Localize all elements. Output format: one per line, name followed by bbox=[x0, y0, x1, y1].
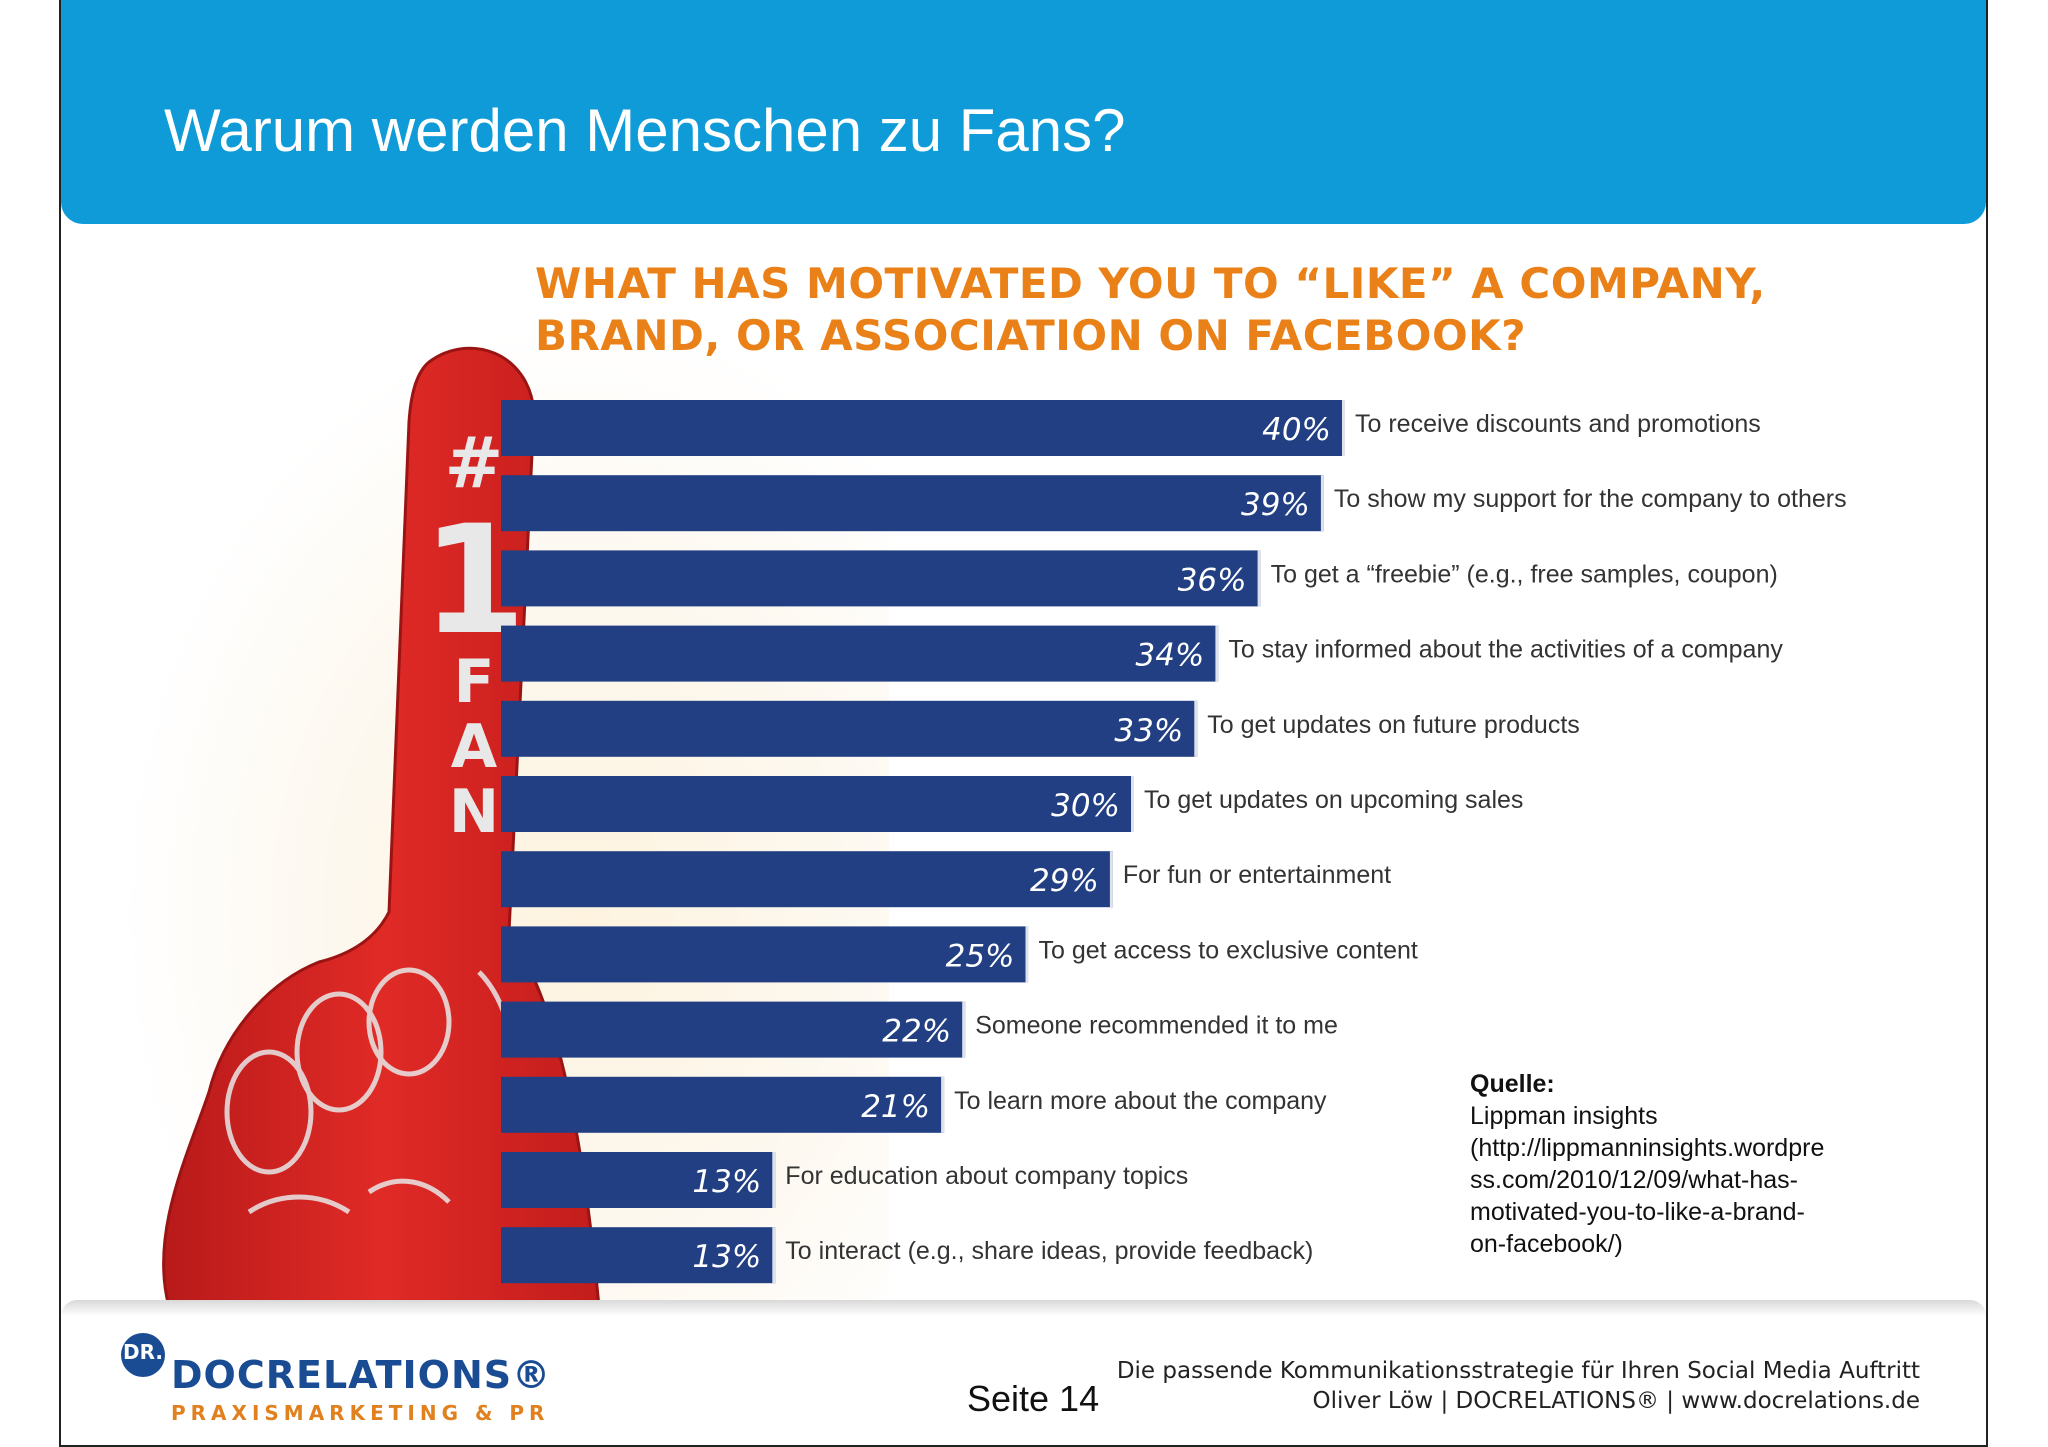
source-line-4: motivated-you-to-like-a-brand- bbox=[1470, 1198, 1805, 1226]
bar-category-label-9: To learn more about the company bbox=[954, 1087, 1327, 1115]
page-number: Seite 14 bbox=[967, 1378, 1100, 1419]
bar-category-label-1: To show my support for the company to ot… bbox=[1334, 485, 1847, 513]
footer-tagline-line-2: Oliver Löw | DOCRELATIONS® | www.docrela… bbox=[1312, 1388, 1920, 1414]
bar-value-label-11: 13% bbox=[692, 1239, 761, 1275]
bar-10 bbox=[501, 1152, 776, 1208]
bar-value-label-4: 33% bbox=[1114, 713, 1183, 749]
bar-value-label-0: 40% bbox=[1262, 412, 1331, 448]
bar-end-highlight-4 bbox=[1194, 700, 1198, 757]
bar-0 bbox=[501, 400, 1345, 456]
header-band: Warum werden Menschen zu Fans? bbox=[61, 0, 1986, 224]
bar-8 bbox=[501, 1001, 966, 1058]
foam-finger-icon: # 1 F A N bbox=[162, 346, 601, 1307]
bar-value-label-3: 34% bbox=[1135, 638, 1204, 674]
bar-end-highlight-11 bbox=[772, 1227, 776, 1284]
bar-end-highlight-8 bbox=[962, 1001, 966, 1058]
footer-divider bbox=[61, 1300, 1986, 1316]
bar-category-label-5: To get updates on upcoming sales bbox=[1144, 786, 1523, 814]
bar-value-label-7: 25% bbox=[946, 938, 1015, 974]
bar-11 bbox=[501, 1227, 776, 1284]
source-line-5: on-facebook/) bbox=[1470, 1230, 1623, 1258]
bar-value-label-6: 29% bbox=[1030, 863, 1099, 899]
bar-category-label-4: To get updates on future products bbox=[1207, 711, 1579, 739]
bar-category-label-3: To stay informed about the activities of… bbox=[1228, 636, 1783, 664]
bar-end-highlight-5 bbox=[1131, 776, 1134, 832]
source-note: Quelle: Lippman insights (http://lippman… bbox=[1470, 1068, 1870, 1260]
slide: Warum werden Menschen zu Fans? WHAT HAS … bbox=[59, 0, 1988, 1447]
foam-finger-letter-a: A bbox=[451, 712, 498, 782]
bar-category-label-8: Someone recommended it to me bbox=[975, 1012, 1338, 1040]
bar-end-highlight-0 bbox=[1342, 400, 1345, 456]
source-line-1: Lippman insights bbox=[1470, 1102, 1658, 1130]
chart-title: WHAT HAS MOTIVATED YOU TO “LIKE” A COMPA… bbox=[535, 258, 1766, 362]
bar-7 bbox=[501, 926, 1029, 983]
logo-badge bbox=[121, 1333, 165, 1377]
bar-chart: 40% To receive discounts and promotions 39… bbox=[501, 400, 1847, 1284]
bar-category-label-10: For education about company topics bbox=[785, 1162, 1188, 1190]
chart-title-line-2: BRAND, OR ASSOCIATION ON FACEBOOK? bbox=[535, 311, 1527, 360]
bar-category-label-2: To get a “freebie” (e.g., free samples, … bbox=[1271, 560, 1778, 588]
bar-9 bbox=[501, 1076, 945, 1133]
bar-value-label-1: 39% bbox=[1241, 487, 1310, 523]
bar-value-label-2: 36% bbox=[1178, 562, 1247, 598]
footer bbox=[61, 1300, 1986, 1445]
bar-value-label-9: 21% bbox=[861, 1089, 930, 1125]
footer-tagline-line-1: Die passende Kommunikationsstrategie für… bbox=[1116, 1358, 1920, 1384]
chart-title-line-1: WHAT HAS MOTIVATED YOU TO “LIKE” A COMPA… bbox=[535, 259, 1766, 308]
bar-end-highlight-6 bbox=[1109, 851, 1113, 908]
bar-end-highlight-10 bbox=[772, 1152, 776, 1208]
bar-5 bbox=[501, 776, 1134, 832]
page-title: Warum werden Menschen zu Fans? bbox=[164, 97, 1126, 164]
bar-1 bbox=[501, 475, 1324, 532]
bar-category-label-0: To receive discounts and promotions bbox=[1355, 410, 1761, 438]
bar-end-highlight-7 bbox=[1025, 926, 1029, 983]
bar-category-label-6: For fun or entertainment bbox=[1123, 861, 1391, 889]
bar-end-highlight-1 bbox=[1320, 475, 1324, 532]
bar-end-highlight-2 bbox=[1257, 550, 1261, 607]
bar-end-highlight-9 bbox=[941, 1076, 945, 1133]
foam-finger-letter-f: F bbox=[454, 647, 495, 717]
bar-value-label-5: 30% bbox=[1051, 788, 1120, 824]
logo-badge-text: DR. bbox=[123, 1340, 163, 1364]
bar-3 bbox=[501, 625, 1219, 682]
bar-category-label-7: To get access to exclusive content bbox=[1039, 936, 1418, 964]
foam-finger-hash: # bbox=[445, 422, 504, 504]
logo-name: DOCRELATIONS® bbox=[171, 1353, 552, 1397]
bar-2 bbox=[501, 550, 1261, 607]
bar-4 bbox=[501, 700, 1198, 757]
foam-finger-letter-n: N bbox=[449, 777, 499, 847]
footer-tagline: Die passende Kommunikationsstrategie für… bbox=[1117, 1356, 1920, 1416]
logo-tagline: PRAXISMARKETING & PR bbox=[171, 1401, 550, 1425]
bar-6 bbox=[501, 851, 1113, 908]
bar-value-label-8: 22% bbox=[882, 1014, 951, 1050]
source-line-3: ss.com/2010/12/09/what-has- bbox=[1470, 1166, 1798, 1194]
source-heading: Quelle: bbox=[1470, 1070, 1555, 1098]
bar-category-label-11: To interact (e.g., share ideas, provide … bbox=[785, 1237, 1313, 1265]
bar-value-label-10: 13% bbox=[692, 1164, 761, 1200]
source-line-2: (http://lippmanninsights.wordpre bbox=[1470, 1134, 1825, 1162]
bar-end-highlight-3 bbox=[1215, 625, 1219, 682]
